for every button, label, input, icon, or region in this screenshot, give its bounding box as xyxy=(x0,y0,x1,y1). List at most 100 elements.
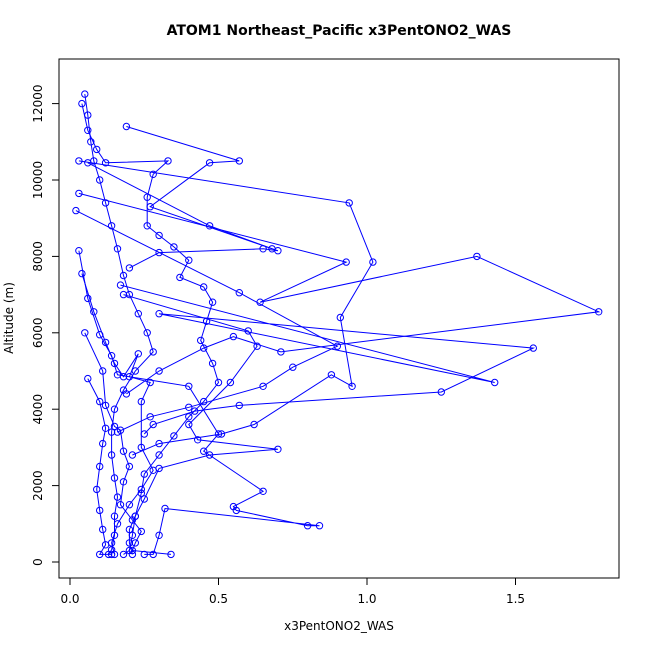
x-axis-label: x3PentONO2_WAS xyxy=(284,619,394,633)
data-point xyxy=(185,413,193,421)
data-point xyxy=(342,258,350,266)
data-point xyxy=(128,550,137,559)
data-point xyxy=(96,397,104,406)
series-line xyxy=(81,103,220,555)
data-point xyxy=(200,397,208,406)
data-point xyxy=(185,256,193,264)
data-point xyxy=(137,397,146,406)
series-6 xyxy=(72,206,341,436)
y-axis: 0 2000 4000 6000 8000 10000 12000 xyxy=(31,85,60,566)
data-point xyxy=(75,247,83,255)
series-layer xyxy=(72,90,603,559)
data-point xyxy=(81,90,89,98)
data-point xyxy=(116,426,125,434)
data-point xyxy=(259,487,267,495)
data-point xyxy=(101,401,110,410)
data-point xyxy=(93,145,101,154)
data-point xyxy=(253,342,261,350)
data-point xyxy=(149,550,157,559)
data-point xyxy=(134,310,143,318)
data-point xyxy=(229,332,238,341)
data-point xyxy=(125,525,134,534)
data-point xyxy=(208,298,217,306)
data-point xyxy=(119,447,128,455)
data-point xyxy=(268,245,276,253)
series-line xyxy=(78,250,320,555)
series-line xyxy=(126,126,279,269)
data-point xyxy=(99,525,107,534)
data-point xyxy=(99,439,107,448)
data-point xyxy=(140,495,149,503)
data-point xyxy=(336,313,344,322)
x-tick-label: 0.5 xyxy=(209,592,228,606)
data-point xyxy=(149,170,157,179)
data-point xyxy=(137,527,146,536)
data-point xyxy=(84,159,92,167)
data-point xyxy=(155,231,163,240)
series-line xyxy=(84,332,172,555)
data-point xyxy=(191,407,199,415)
series-line xyxy=(78,160,374,456)
data-point xyxy=(345,199,353,207)
data-point xyxy=(176,273,184,282)
series-9 xyxy=(75,247,324,559)
data-point xyxy=(149,466,157,474)
data-point xyxy=(146,413,154,421)
series-line xyxy=(75,210,339,433)
data-point xyxy=(146,378,154,387)
series-line xyxy=(87,162,273,250)
data-point xyxy=(529,344,537,352)
series-3 xyxy=(75,157,377,459)
data-point xyxy=(122,390,131,398)
data-point xyxy=(84,374,92,383)
data-point xyxy=(200,447,208,455)
data-point xyxy=(101,541,110,549)
data-point xyxy=(119,478,128,486)
data-point xyxy=(96,506,104,515)
data-point xyxy=(101,199,110,207)
data-point xyxy=(110,512,119,520)
data-point xyxy=(155,439,163,448)
data-point xyxy=(161,504,169,513)
data-point xyxy=(140,470,149,478)
data-point xyxy=(93,485,101,494)
data-point xyxy=(107,550,116,559)
data-point xyxy=(437,388,445,396)
data-point xyxy=(235,289,244,297)
data-point xyxy=(146,203,154,211)
data-point xyxy=(197,336,205,345)
data-point xyxy=(96,550,104,559)
data-point xyxy=(119,373,128,381)
series-line xyxy=(87,378,112,555)
data-point xyxy=(348,382,356,390)
data-point xyxy=(110,422,119,431)
data-point xyxy=(208,359,217,368)
data-point xyxy=(155,531,163,539)
data-point xyxy=(101,424,110,432)
data-point xyxy=(128,516,137,524)
data-point xyxy=(137,485,146,494)
series-12 xyxy=(81,329,175,559)
data-point xyxy=(149,420,157,429)
data-point xyxy=(99,367,107,375)
series-10 xyxy=(78,269,157,559)
data-point xyxy=(110,474,119,482)
data-point xyxy=(277,348,285,356)
data-point xyxy=(185,403,193,411)
data-point xyxy=(125,373,134,381)
chart-title: ATOM1 Northeast_Pacific x3PentONO2_WAS xyxy=(167,23,512,39)
data-point xyxy=(125,290,134,299)
data-point xyxy=(289,363,297,371)
data-point xyxy=(170,243,178,251)
x-tick-label: 1.5 xyxy=(506,592,525,606)
data-point xyxy=(119,550,128,559)
data-point xyxy=(167,550,175,559)
series-line xyxy=(120,284,536,435)
data-point xyxy=(128,546,137,555)
data-point xyxy=(333,342,341,350)
data-point xyxy=(134,350,143,358)
x-axis: 0.0 0.5 1.0 1.5 xyxy=(60,577,525,606)
series-5 xyxy=(75,189,603,398)
data-point xyxy=(155,310,163,318)
data-point xyxy=(113,520,122,528)
